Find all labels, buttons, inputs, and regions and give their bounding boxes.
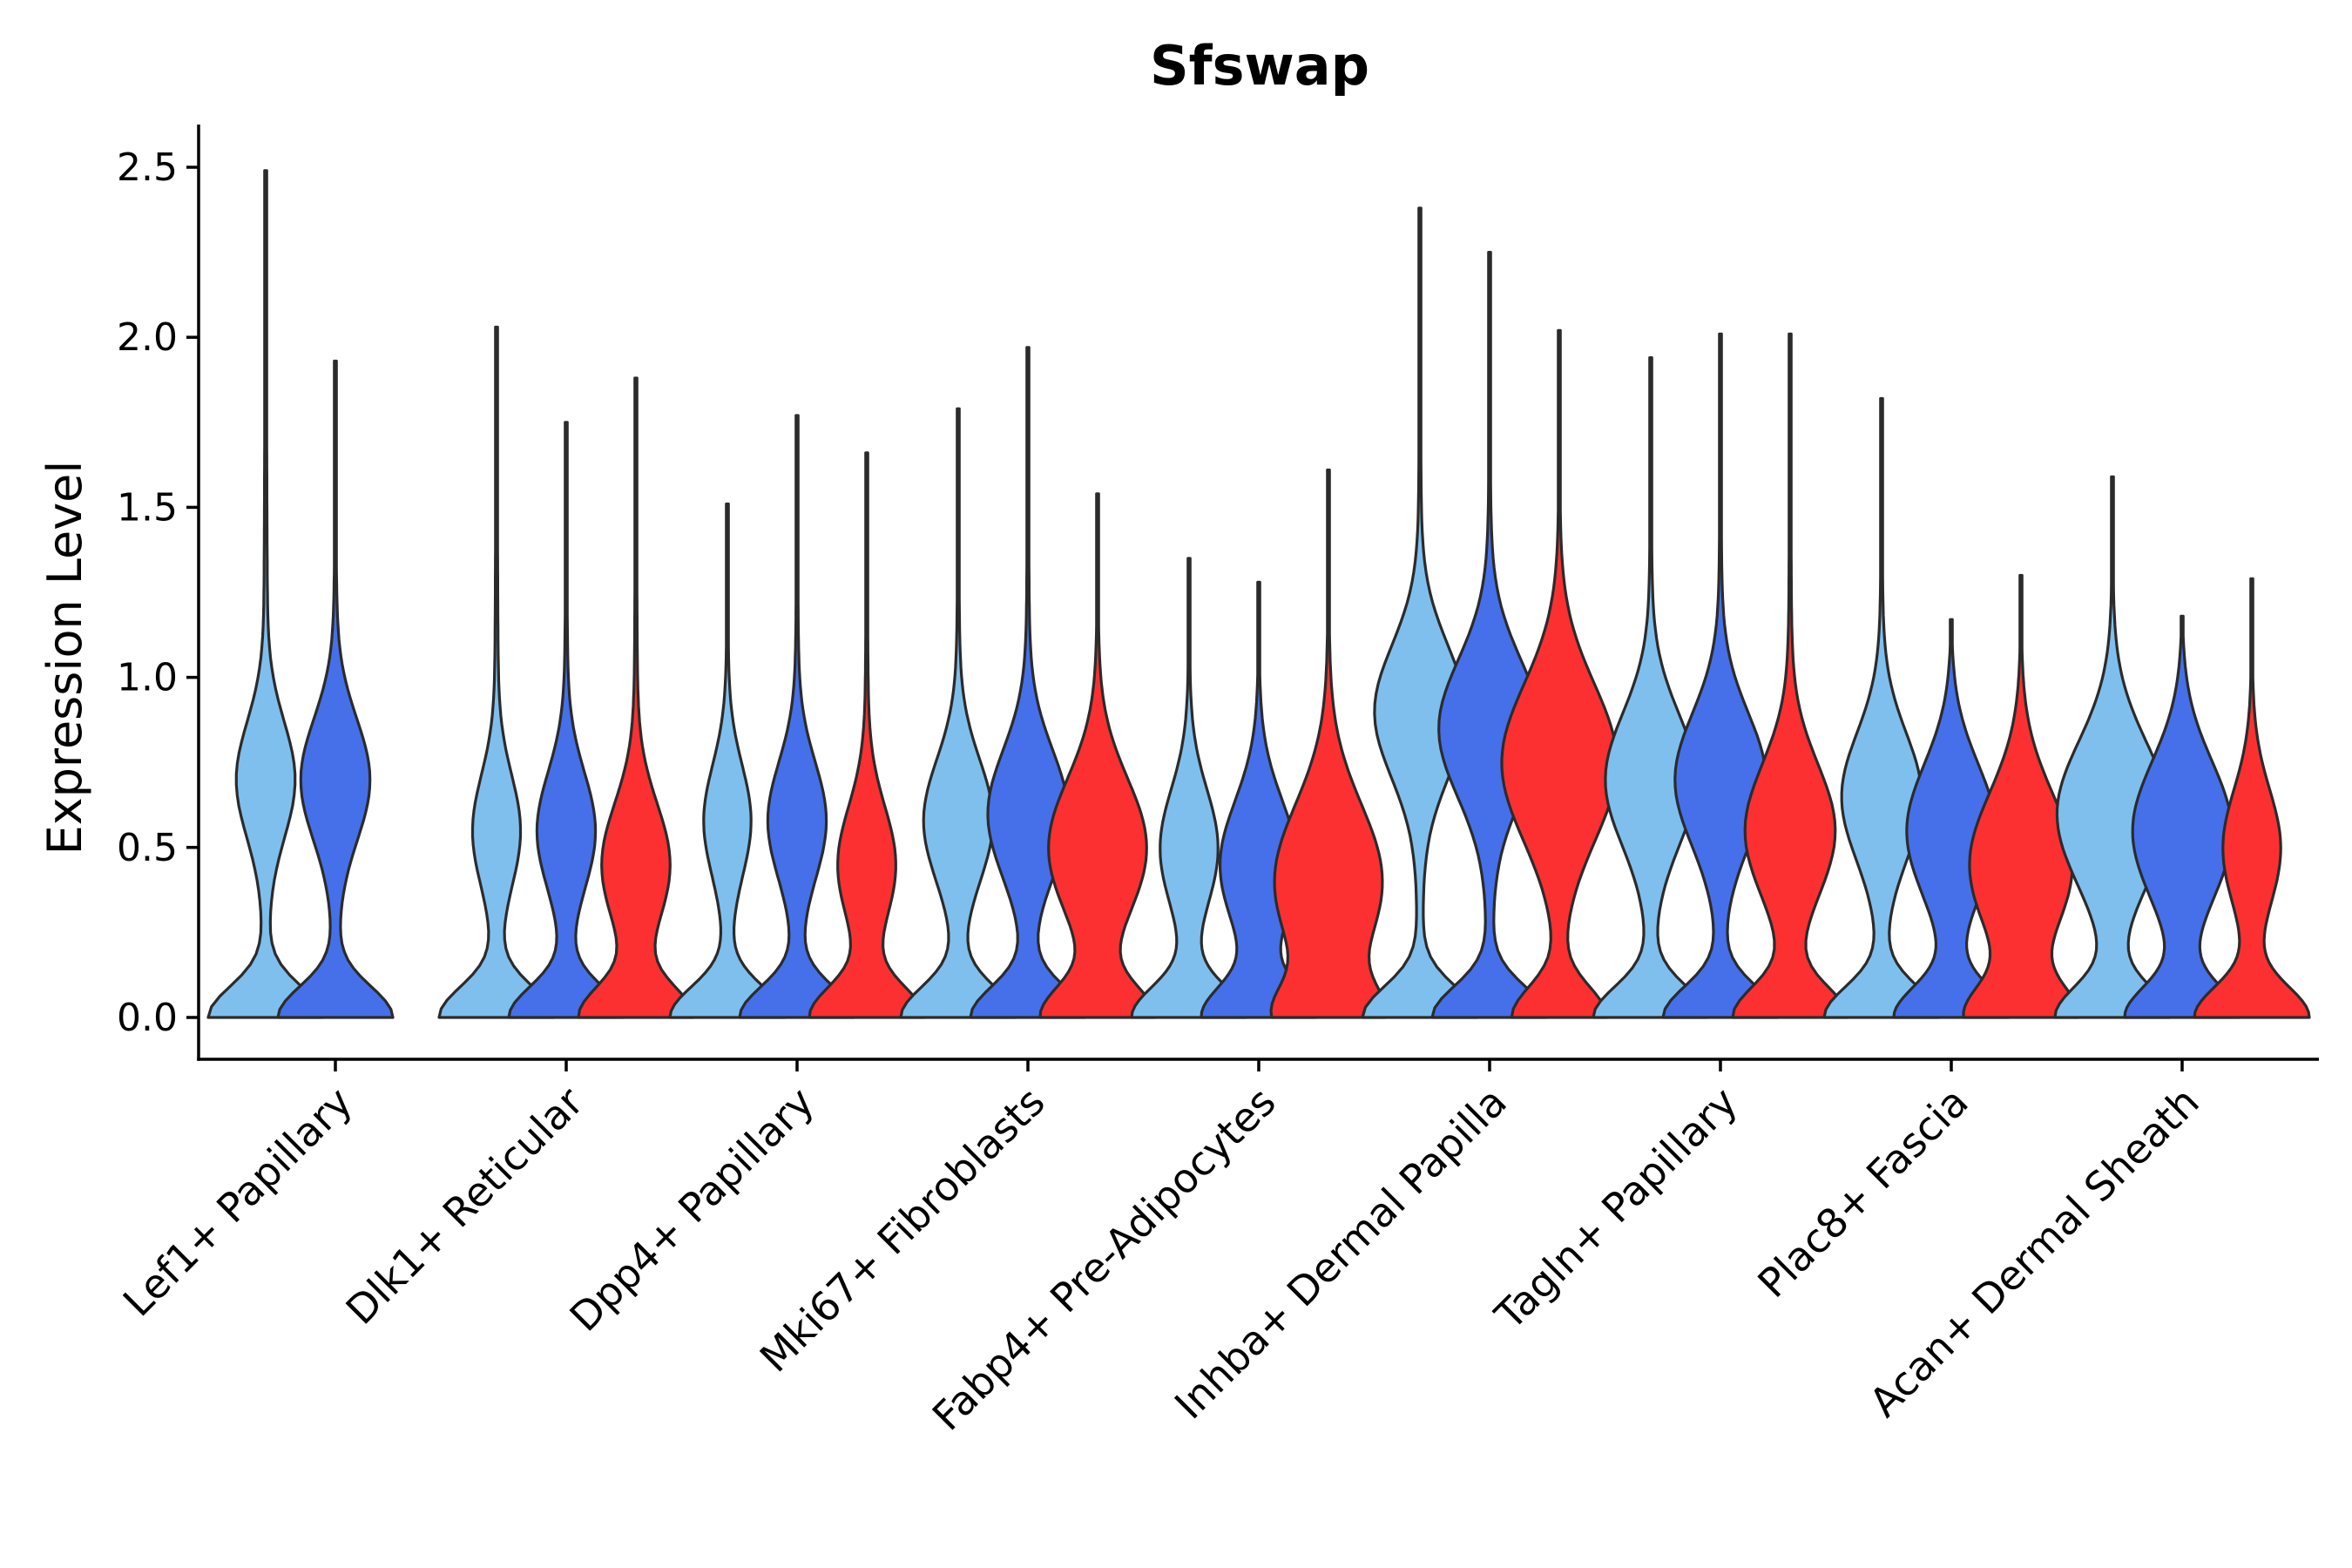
violin-dlk1-reticular-group2 xyxy=(507,421,625,1019)
y-axis: 0.0 0.5 1.0 1.5 2.0 2.5 xyxy=(117,125,200,1061)
violin-lef1-papillary-group2 xyxy=(276,359,395,1019)
violin-dlk1-reticular-group1 xyxy=(437,325,556,1019)
violin-fabp4-pre-adipocytes-group3 xyxy=(1269,468,1388,1019)
x-tick-label: Dlk1+ Reticular xyxy=(337,1078,592,1334)
violins-layer xyxy=(206,169,2311,1019)
violin-acan-dermal-sheath-group3 xyxy=(2193,577,2311,1019)
y-axis-label: Expression Level xyxy=(37,461,92,855)
violin-tagln-papillary-group2 xyxy=(1661,332,1780,1019)
violin-dlk1-reticular-group3 xyxy=(577,376,695,1019)
violin-lef1-papillary-group1 xyxy=(206,169,325,1019)
chart-title: Sfswap xyxy=(1150,34,1369,98)
y-tick-label: 2.5 xyxy=(117,145,178,190)
violin-dpp4-papillary-group1 xyxy=(668,502,787,1019)
violin-inhba-dermal-papilla-group2 xyxy=(1430,251,1549,1019)
y-tick-label: 0.5 xyxy=(117,826,178,870)
violin-acan-dermal-sheath-group1 xyxy=(2053,475,2172,1019)
y-tick-label: 2.0 xyxy=(117,315,178,360)
violin-tagln-papillary-group3 xyxy=(1731,332,1849,1019)
x-tick-label: Dpp4+ Papillary xyxy=(561,1078,823,1341)
violin-acan-dermal-sheath-group2 xyxy=(2123,614,2241,1019)
x-tick-label: Plac8+ Fascia xyxy=(1748,1078,1977,1307)
x-tick-label: Tagln+ Papillary xyxy=(1485,1078,1747,1340)
violin-mki67-fibroblasts-group1 xyxy=(899,407,1017,1019)
violin-dpp4-papillary-group3 xyxy=(808,451,926,1019)
violin-fabp4-pre-adipocytes-group1 xyxy=(1130,557,1248,1019)
violin-dpp4-papillary-group2 xyxy=(738,414,856,1019)
x-tick-label: Lef1+ Papillary xyxy=(114,1078,362,1326)
violin-tagln-papillary-group1 xyxy=(1592,356,1710,1019)
y-tick-label: 0.0 xyxy=(117,996,178,1040)
y-tick-label: 1.5 xyxy=(117,485,178,530)
y-tick-label: 1.0 xyxy=(117,656,178,700)
violin-plac8-fascia-group1 xyxy=(1822,396,1941,1019)
violin-mki67-fibroblasts-group3 xyxy=(1038,492,1157,1019)
